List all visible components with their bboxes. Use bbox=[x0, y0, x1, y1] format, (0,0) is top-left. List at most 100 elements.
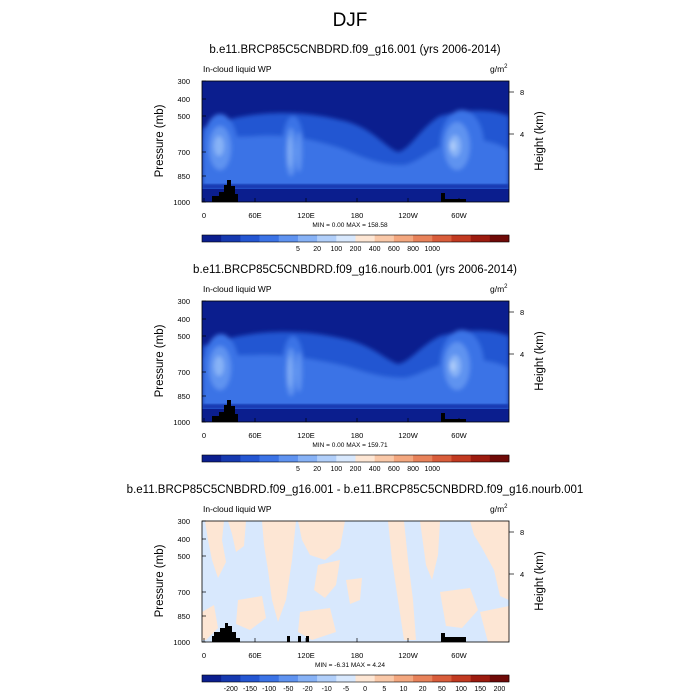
pressure-tick-label: 1000 bbox=[173, 418, 190, 427]
colorbar-swatch bbox=[393, 455, 414, 462]
colorbar-swatch bbox=[393, 675, 414, 682]
panel-1-title: b.e11.BRCP85C5CNBDRD.f09_g16.001 (yrs 20… bbox=[209, 44, 500, 56]
panel-1: b.e11.BRCP85C5CNBDRD.f09_g16.001 (yrs 20… bbox=[154, 44, 546, 253]
pressure-tick-label: 300 bbox=[177, 297, 190, 306]
colorbar-swatch bbox=[336, 235, 356, 242]
colorbar-swatch bbox=[297, 455, 318, 462]
colorbar-label: -150 bbox=[243, 686, 257, 693]
pressure-tick-label: 1000 bbox=[173, 198, 190, 207]
colorbar-swatch bbox=[355, 675, 375, 682]
colorbar-swatch bbox=[317, 235, 337, 242]
panel-2-y-axis-label: Pressure (mb) bbox=[154, 324, 166, 397]
panel-3-pressure-ticks: 300 400 500 700 850 1000 bbox=[173, 517, 206, 647]
lon-tick-label: 60E bbox=[248, 211, 261, 220]
colorbar-swatch bbox=[432, 675, 452, 682]
colorbar-label: 10 bbox=[400, 686, 408, 693]
panel-1-y2-axis-label: Height (km) bbox=[534, 111, 546, 171]
colorbar-label: -50 bbox=[283, 686, 293, 693]
colorbar-label: -100 bbox=[262, 686, 276, 693]
colorbar-swatch bbox=[278, 675, 299, 682]
colorbar-swatch bbox=[489, 455, 510, 462]
colorbar-swatch bbox=[413, 455, 433, 462]
colorbar-swatch bbox=[451, 455, 471, 462]
colorbar-label: 20 bbox=[419, 686, 427, 693]
pressure-tick-label: 1000 bbox=[173, 638, 190, 647]
panel-2-units: g/m2 bbox=[490, 284, 508, 294]
season-title: DJF bbox=[333, 10, 368, 31]
colorbar-swatch bbox=[240, 455, 260, 462]
pressure-tick-label: 500 bbox=[177, 112, 190, 121]
colorbar-swatch bbox=[393, 235, 414, 242]
colorbar-label: -10 bbox=[322, 686, 332, 693]
colorbar-frame bbox=[201, 454, 510, 463]
lon-tick-label: 180 bbox=[351, 211, 364, 220]
lon-tick-label: 180 bbox=[351, 651, 364, 660]
panel-1-units: g/m2 bbox=[490, 64, 508, 74]
height-tick-label: 8 bbox=[520, 528, 524, 537]
panel-3-colorbar: -200 -150 -100 -50 -20 -10 -5 0 5 10 20 50 100 150 200 bbox=[201, 674, 510, 693]
colorbar-swatch bbox=[470, 455, 491, 462]
pressure-tick-label: 300 bbox=[177, 517, 190, 526]
pressure-tick-label: 300 bbox=[177, 77, 190, 86]
colorbar-swatch bbox=[221, 455, 241, 462]
pressure-tick-label: 500 bbox=[177, 332, 190, 341]
panel-2-contour-field bbox=[202, 301, 509, 422]
height-tick-label: 4 bbox=[520, 130, 524, 139]
panel-3-title: b.e11.BRCP85C5CNBDRD.f09_g16.001 - b.e11… bbox=[127, 484, 584, 496]
colorbar-label: 150 bbox=[474, 686, 486, 693]
pressure-tick-label: 700 bbox=[177, 368, 190, 377]
colorbar-swatch bbox=[336, 675, 356, 682]
colorbar-label: 200 bbox=[350, 466, 362, 473]
panel-3-lon-ticks: 0 60E 120E 180 120W 60W bbox=[202, 638, 468, 660]
panel-2-title: b.e11.BRCP85C5CNBDRD.f09_g16.nourb.001 (… bbox=[193, 264, 517, 276]
pressure-tick-label: 700 bbox=[177, 148, 190, 157]
colorbar-swatch bbox=[374, 455, 395, 462]
pressure-tick-label: 850 bbox=[177, 392, 190, 401]
colorbar-swatch bbox=[202, 455, 222, 462]
colorbar-swatch bbox=[432, 455, 452, 462]
colorbar-swatch bbox=[221, 675, 241, 682]
colorbar-swatch bbox=[451, 235, 471, 242]
height-tick-label: 8 bbox=[520, 88, 524, 97]
colorbar-label: 1000 bbox=[424, 246, 440, 253]
lon-tick-label: 120W bbox=[398, 211, 419, 220]
lon-tick-label: 60W bbox=[451, 211, 467, 220]
colorbar-swatch bbox=[278, 455, 299, 462]
panel-3-variable-label: In-cloud liquid WP bbox=[203, 504, 272, 514]
colorbar-swatch bbox=[317, 455, 337, 462]
panel-3-minmax: MIN = -6.31 MAX = 4.24 bbox=[315, 662, 385, 669]
colorbar-frame bbox=[201, 674, 510, 683]
colorbar-label: 400 bbox=[369, 466, 381, 473]
colorbar-swatch bbox=[413, 235, 433, 242]
colorbar-label: 20 bbox=[313, 246, 321, 253]
height-tick-label: 4 bbox=[520, 570, 524, 579]
colorbar-swatch bbox=[259, 235, 280, 242]
colorbar-swatch bbox=[202, 675, 222, 682]
colorbar-label: 800 bbox=[407, 466, 419, 473]
panel-3: b.e11.BRCP85C5CNBDRD.f09_g16.001 - b.e11… bbox=[127, 484, 584, 693]
colorbar-label: 800 bbox=[407, 246, 419, 253]
pressure-tick-label: 400 bbox=[177, 315, 190, 324]
panel-1-variable-label: In-cloud liquid WP bbox=[203, 64, 272, 74]
colorbar-label: 200 bbox=[494, 686, 506, 693]
colorbar-label: 400 bbox=[369, 246, 381, 253]
lon-tick-label: 120W bbox=[398, 431, 419, 440]
colorbar-label: -20 bbox=[302, 686, 312, 693]
lon-tick-label: 60E bbox=[248, 651, 261, 660]
colorbar-swatch bbox=[297, 235, 318, 242]
colorbar-label: 600 bbox=[388, 466, 400, 473]
colorbar-swatch bbox=[336, 455, 356, 462]
colorbar-swatch bbox=[259, 455, 280, 462]
height-tick-label: 4 bbox=[520, 350, 524, 359]
panel-1-height-ticks: 8 4 bbox=[509, 88, 524, 139]
panel-3-contour-field bbox=[202, 521, 509, 642]
colorbar-swatch bbox=[355, 235, 375, 242]
pressure-tick-label: 700 bbox=[177, 588, 190, 597]
panel-1-y-axis-label: Pressure (mb) bbox=[154, 104, 166, 177]
panel-1-minmax: MIN = 0.00 MAX = 158.58 bbox=[312, 222, 388, 229]
colorbar-label: 200 bbox=[350, 246, 362, 253]
pressure-tick-label: 850 bbox=[177, 172, 190, 181]
lon-tick-label: 0 bbox=[202, 211, 206, 220]
colorbar-swatch bbox=[374, 235, 395, 242]
